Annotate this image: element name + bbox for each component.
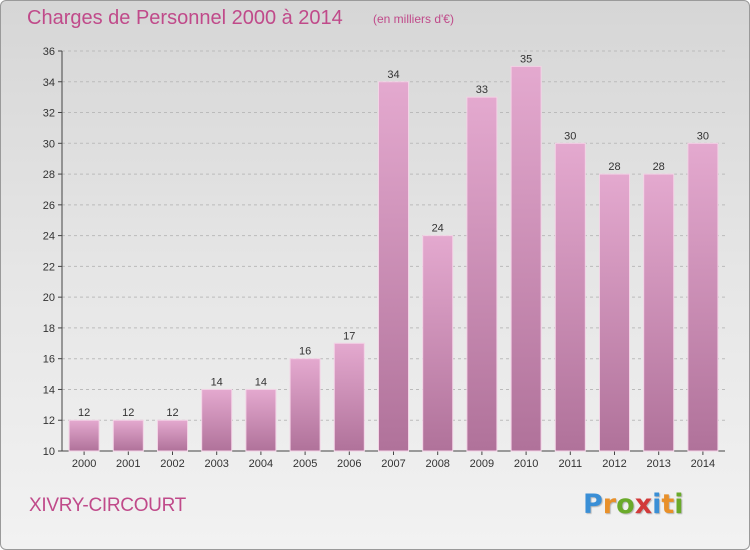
x-tick-label-2002: 2002 xyxy=(160,458,184,470)
x-tick-label-2003: 2003 xyxy=(204,458,228,470)
y-tick-label-36: 36 xyxy=(43,46,55,58)
value-label-2010: 35 xyxy=(520,53,532,65)
logo-letter: x xyxy=(634,489,653,520)
x-tick-label-2010: 2010 xyxy=(514,458,538,470)
chart-title: Charges de Personnel 2000 à 2014 xyxy=(27,7,343,29)
value-label-2012: 28 xyxy=(608,161,620,173)
logo-letter: P xyxy=(583,489,603,520)
logo-letter: i xyxy=(652,489,662,520)
bar-2013 xyxy=(643,173,675,452)
value-label-2005: 16 xyxy=(299,346,311,358)
logo-letter: r xyxy=(602,489,617,520)
x-tick-label-2001: 2001 xyxy=(116,458,140,470)
value-label-2001: 12 xyxy=(122,407,134,419)
value-label-2007: 34 xyxy=(387,69,399,81)
value-label-2002: 12 xyxy=(166,407,178,419)
x-tick-label-2012: 2012 xyxy=(602,458,626,470)
bar-2003 xyxy=(201,388,233,452)
bar-2012 xyxy=(599,173,630,452)
y-tick-label-16: 16 xyxy=(43,354,55,366)
value-label-2011: 30 xyxy=(564,130,576,142)
x-tick-label-2006: 2006 xyxy=(337,458,361,470)
bar-2005 xyxy=(289,358,321,452)
logo-letter: t xyxy=(661,489,675,520)
logo-letter: i xyxy=(674,489,684,520)
bar-2000 xyxy=(68,419,100,452)
x-tick-label-2011: 2011 xyxy=(558,458,582,470)
city-name: XIVRY-CIRCOURT xyxy=(29,495,186,516)
bar-2001 xyxy=(112,419,144,452)
value-label-2013: 28 xyxy=(653,161,665,173)
value-label-2014: 30 xyxy=(697,130,709,142)
labels: 10 12 14 16 18 20 22 24 26 28 30 32 34 36 12 2000 12 2001… xyxy=(43,46,715,470)
y-tick-label-14: 14 xyxy=(43,384,55,396)
bar-2014 xyxy=(687,142,719,452)
x-tick-label-2013: 2013 xyxy=(646,458,670,470)
y-tick-label-18: 18 xyxy=(43,323,55,335)
value-label-2009: 33 xyxy=(476,84,488,96)
bar-2008 xyxy=(422,235,454,452)
x-tick-label-2005: 2005 xyxy=(293,458,317,470)
logo-letter: o xyxy=(616,489,635,520)
y-tick-label-32: 32 xyxy=(43,108,55,120)
bar-2006 xyxy=(333,342,365,452)
y-tick-label-34: 34 xyxy=(43,77,55,89)
bars xyxy=(68,65,719,452)
value-label-2004: 14 xyxy=(255,376,267,388)
y-tick-label-28: 28 xyxy=(43,169,55,181)
y-tick-label-24: 24 xyxy=(43,231,55,243)
x-tick-label-2007: 2007 xyxy=(381,458,405,470)
bar-2010 xyxy=(510,65,542,452)
value-label-2008: 24 xyxy=(432,223,444,235)
bar-2009 xyxy=(466,96,498,452)
y-tick-label-30: 30 xyxy=(43,138,55,150)
bar-2011 xyxy=(554,142,586,452)
y-tick-label-26: 26 xyxy=(43,200,55,212)
y-tick-label-22: 22 xyxy=(43,261,55,273)
y-tick-label-12: 12 xyxy=(43,415,55,427)
bar-2004 xyxy=(245,388,277,452)
value-label-2003: 14 xyxy=(211,376,223,388)
bar-2002 xyxy=(157,419,188,452)
x-tick-label-2014: 2014 xyxy=(691,458,715,470)
value-label-2000: 12 xyxy=(78,407,90,419)
proxiti-logo: Proxiti xyxy=(583,489,684,520)
chart-subtitle: (en milliers d'€) xyxy=(373,12,454,26)
x-tick-label-2008: 2008 xyxy=(425,458,449,470)
x-tick-label-2009: 2009 xyxy=(470,458,494,470)
bar-2007 xyxy=(378,81,409,452)
y-tick-label-10: 10 xyxy=(43,446,55,458)
value-label-2006: 17 xyxy=(343,330,355,342)
y-tick-label-20: 20 xyxy=(43,292,55,304)
x-tick-label-2000: 2000 xyxy=(72,458,96,470)
x-tick-label-2004: 2004 xyxy=(249,458,273,470)
